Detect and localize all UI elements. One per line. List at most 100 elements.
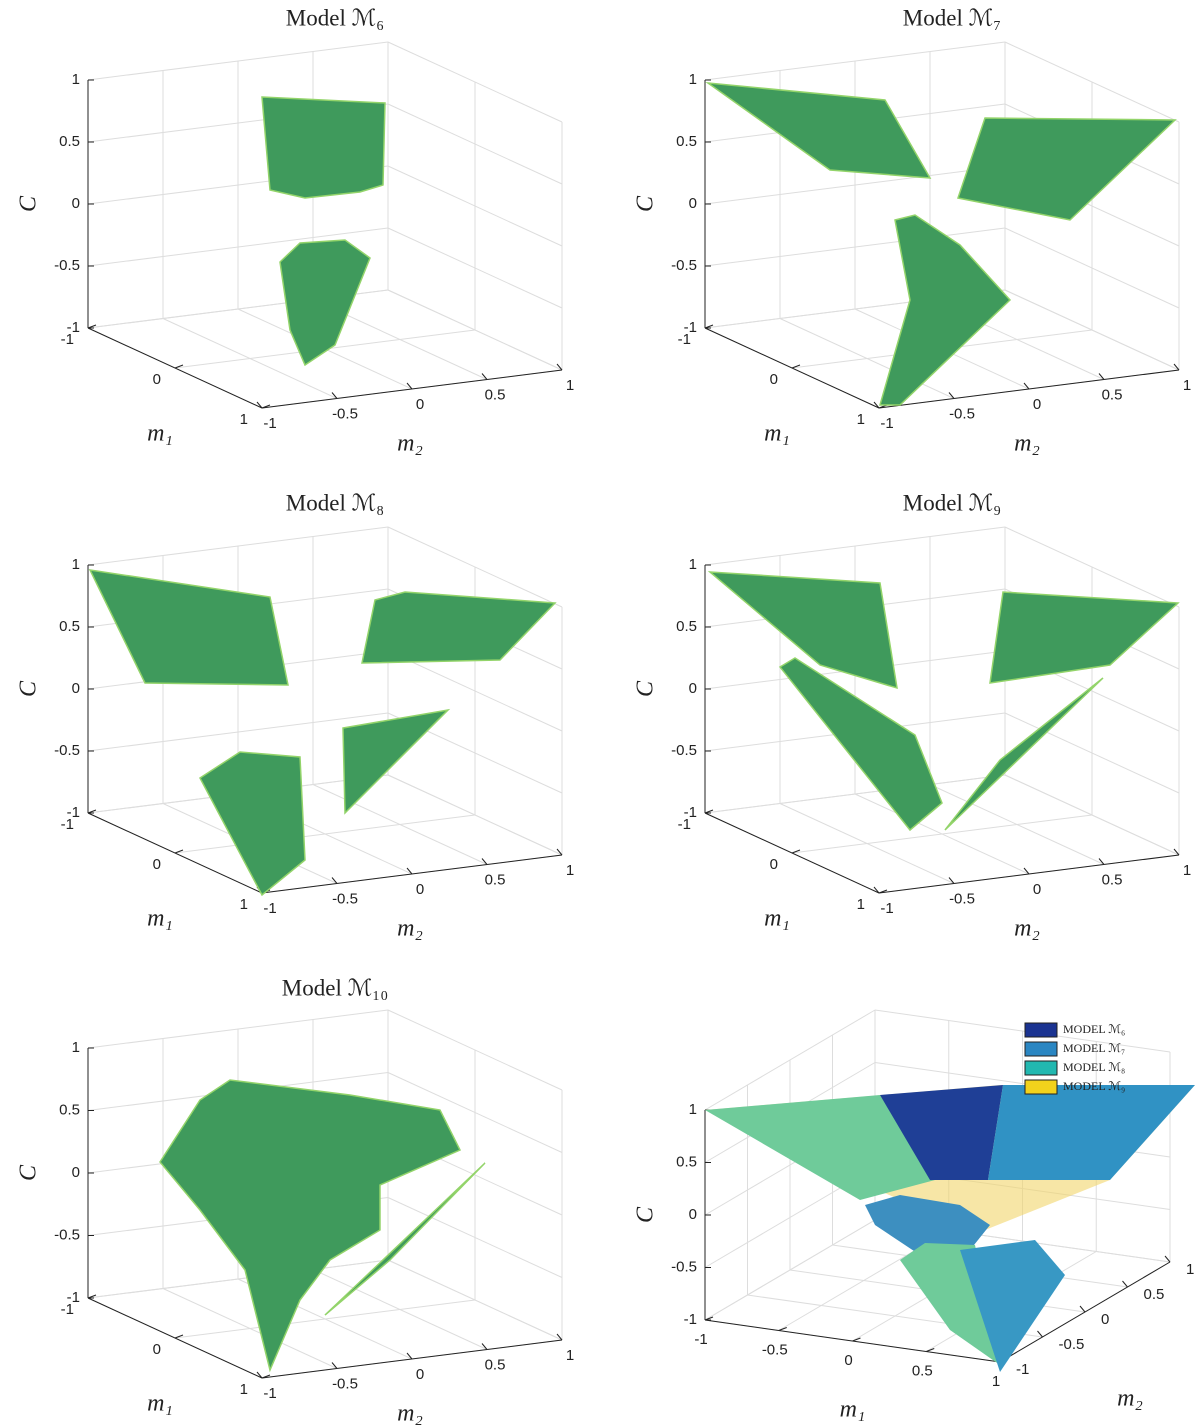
y-tick-label: 0.5 bbox=[485, 1356, 506, 1373]
grid-line bbox=[312, 784, 488, 865]
y-tick bbox=[406, 1352, 413, 1360]
y-tick bbox=[481, 373, 488, 380]
x-tick bbox=[87, 809, 97, 814]
chart-title: Model ℳ₈ bbox=[286, 490, 384, 515]
z-tick-label: 0 bbox=[689, 195, 697, 212]
grid-line bbox=[87, 227, 389, 267]
y-tick bbox=[1173, 363, 1180, 371]
z-tick-label: 0 bbox=[72, 680, 80, 697]
y-tick-label: -0.5 bbox=[332, 890, 358, 907]
y-axis-label: m₂ bbox=[1117, 1386, 1143, 1412]
y-tick bbox=[331, 1362, 338, 1369]
z-axis-label: C bbox=[16, 1164, 42, 1181]
grid-line bbox=[1004, 289, 1180, 371]
x-tick bbox=[926, 1348, 935, 1352]
y-tick-label: -0.5 bbox=[1059, 1336, 1085, 1353]
grid-line bbox=[87, 526, 389, 566]
x-tick-label: -0.5 bbox=[762, 1341, 788, 1358]
grid-line bbox=[704, 774, 1006, 814]
z-axis-label: C bbox=[633, 1206, 659, 1223]
y-tick-label: -1 bbox=[1016, 1361, 1029, 1378]
y-tick-label: 0.5 bbox=[1144, 1286, 1165, 1303]
x-tick-label: 0 bbox=[153, 856, 161, 873]
z-tick-label: 0 bbox=[689, 1206, 697, 1223]
grid-line bbox=[312, 1269, 488, 1350]
grid-line bbox=[779, 318, 955, 399]
grid-line bbox=[1004, 712, 1180, 794]
region bbox=[342, 708, 451, 815]
grid-line bbox=[387, 289, 563, 371]
grid-line bbox=[87, 1259, 389, 1299]
grid-line bbox=[704, 165, 1006, 205]
z-tick-label: 0.5 bbox=[59, 133, 80, 150]
chart-title: Model ℳ₁₀ bbox=[282, 975, 388, 1000]
x-tick bbox=[174, 849, 184, 854]
z-tick-label: 1 bbox=[72, 1039, 80, 1056]
region bbox=[88, 569, 289, 686]
y-tick-label: -0.5 bbox=[332, 1375, 358, 1392]
grid-line bbox=[387, 774, 563, 856]
y-tick-label: 1 bbox=[1183, 377, 1191, 394]
x-tick bbox=[778, 1327, 787, 1331]
x-tick-label: 1 bbox=[857, 411, 865, 428]
z-tick-label: 0 bbox=[72, 195, 80, 212]
z-tick-label: 0.5 bbox=[676, 133, 697, 150]
z-tick-label: 0 bbox=[689, 680, 697, 697]
legend-swatch bbox=[1024, 1041, 1058, 1057]
region bbox=[944, 677, 1104, 831]
grid-line bbox=[387, 227, 563, 309]
region bbox=[957, 117, 1177, 221]
y-tick-label: 1 bbox=[1183, 862, 1191, 879]
z-tick-label: -1 bbox=[67, 319, 80, 336]
z-tick-label: -0.5 bbox=[54, 742, 80, 759]
x-axis-label: m₁ bbox=[147, 906, 173, 932]
y-tick bbox=[873, 401, 880, 409]
z-tick-label: 1 bbox=[689, 1101, 697, 1118]
y-axis-label: m₂ bbox=[397, 916, 423, 942]
x-tick bbox=[261, 1374, 271, 1379]
legend-label: MODEL ℳ₇ bbox=[1063, 1041, 1125, 1055]
grid-line bbox=[779, 803, 955, 884]
grid-line bbox=[874, 1009, 1171, 1053]
chart-title: Model ℳ₆ bbox=[286, 5, 384, 30]
grid-line bbox=[387, 1259, 563, 1341]
y-axis-label: m₂ bbox=[397, 1401, 423, 1425]
grid-line bbox=[704, 1219, 876, 1321]
x-tick-label: 0 bbox=[153, 371, 161, 388]
x-tick bbox=[791, 364, 801, 369]
z-tick-label: 0.5 bbox=[59, 618, 80, 635]
grid-line bbox=[704, 526, 1006, 566]
y-tick bbox=[331, 877, 338, 884]
y-tick-label: 0 bbox=[1101, 1311, 1109, 1328]
region bbox=[879, 214, 1012, 406]
x-tick-label: 0 bbox=[770, 856, 778, 873]
grid-line bbox=[387, 103, 563, 185]
x-tick bbox=[174, 1334, 184, 1339]
z-axis-label: C bbox=[633, 195, 659, 212]
x-tick bbox=[704, 324, 714, 329]
y-tick-label: 1 bbox=[566, 377, 574, 394]
grid-line bbox=[162, 318, 338, 399]
y-axis-label: m₂ bbox=[397, 431, 423, 457]
x-tick-label: 1 bbox=[240, 411, 248, 428]
z-tick-label: -1 bbox=[684, 319, 697, 336]
y-tick-label: -1 bbox=[880, 900, 893, 917]
grid-line bbox=[704, 1009, 876, 1111]
grid-line bbox=[387, 165, 563, 247]
y-tick-label: -1 bbox=[263, 415, 276, 432]
z-tick-label: 1 bbox=[689, 71, 697, 88]
z-tick-label: 0 bbox=[72, 1164, 80, 1181]
region bbox=[960, 1240, 1065, 1372]
chart-title: Model ℳ₉ bbox=[903, 490, 1001, 515]
y-tick bbox=[256, 401, 263, 409]
y-tick-label: 0.5 bbox=[1102, 386, 1123, 403]
y-tick-label: 0.5 bbox=[485, 871, 506, 888]
y-tick bbox=[1023, 867, 1030, 875]
x-tick-label: -1 bbox=[694, 1331, 707, 1348]
z-tick-label: -0.5 bbox=[671, 1258, 697, 1275]
x-tick-label: -1 bbox=[61, 331, 74, 348]
y-tick bbox=[556, 363, 563, 371]
grid-line bbox=[1004, 41, 1180, 123]
y-tick-label: 1 bbox=[1186, 1261, 1194, 1278]
